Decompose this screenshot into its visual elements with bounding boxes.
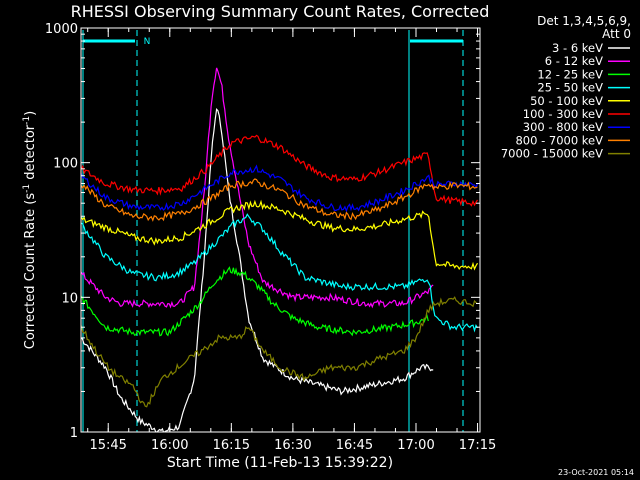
y-axis-label-main: Corrected Count Rate (s [23,193,38,350]
plot-frame [80,27,481,433]
x-axis-label: Start Time (11-Feb-13 15:39:22) [167,455,393,471]
plot-area: N [81,30,479,432]
y-tick-label: 100 [53,157,78,172]
x-tick-label: 15:45 [89,438,126,453]
series-line-3 [81,213,479,333]
y-axis-label-mid: detector [23,124,38,184]
legend-label: 800 - 7000 keV [515,133,603,147]
y-tick-label: 1000 [45,22,78,37]
legend-header-line-1: Det 1,3,4,5,6,9, [537,14,631,28]
series-line-1 [81,67,434,309]
series-line-6 [81,164,479,213]
y-axis-label-sup1: -1 [22,184,32,193]
y-axis: 1 10 100 1000 [45,22,480,441]
series-line-2 [81,266,429,337]
legend-label: 300 - 800 keV [523,120,603,134]
x-tick-label: 16:30 [274,438,311,453]
series-line-8 [81,296,478,408]
legend-label: 6 - 12 keV [545,54,603,68]
series-line-5 [81,134,479,207]
flag-label: N [144,37,151,47]
legend-header-line-2: Att 0 [602,27,631,41]
x-tick-label: 17:15 [459,438,496,453]
y-axis-label-sup2: -1 [22,116,32,125]
series-line-7 [81,178,478,222]
x-axis: 15:45 16:00 16:15 16:30 16:45 17:00 17:15 [87,28,496,453]
series-line-4 [81,199,479,271]
x-tick-label: 17:00 [397,438,434,453]
x-tick-label: 16:00 [151,438,188,453]
legend-label: 100 - 300 keV [523,107,603,121]
legend-label: 12 - 25 keV [537,67,603,81]
x-tick-label: 16:45 [336,438,373,453]
generated-timestamp: 23-Oct-2021 05:14 [558,468,634,477]
x-tick-label: 16:15 [213,438,250,453]
legend-label: 25 - 50 keV [537,81,603,95]
legend-label: 7000 - 15000 keV [501,147,603,161]
y-axis-label-end: ) [23,111,38,116]
chart-title: RHESSI Observing Summary Count Rates, Co… [71,2,490,21]
series-line-0 [81,107,434,432]
y-axis-label: Corrected Count Rate (s-1 detector-1) [22,111,38,349]
y-tick-label: 1 [70,426,78,441]
legend-label: 3 - 6 keV [552,41,603,55]
y-tick-label: 10 [61,291,78,306]
legend-label: 50 - 100 keV [530,94,603,108]
